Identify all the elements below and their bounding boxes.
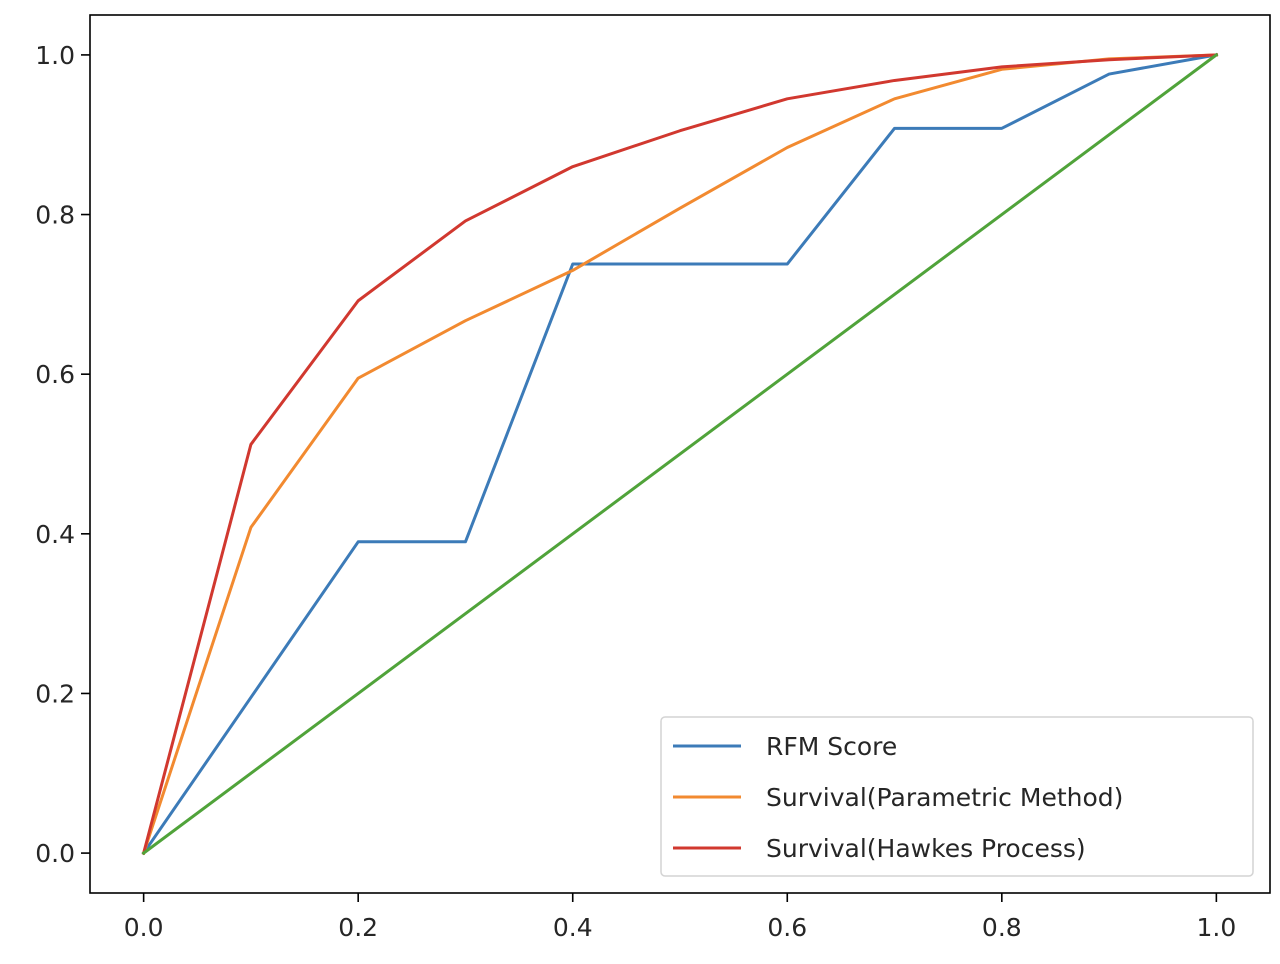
x-tick-label: 0.2 xyxy=(338,913,378,942)
x-axis: 0.0 0.2 0.4 0.6 0.8 1.0 xyxy=(124,893,1236,942)
x-tick-label: 0.4 xyxy=(553,913,593,942)
series-layer xyxy=(141,52,1219,856)
legend-label-rfm-score: RFM Score xyxy=(766,732,897,761)
y-tick-label: 0.2 xyxy=(35,679,75,708)
y-axis: 0.0 0.2 0.4 0.6 0.8 1.0 xyxy=(35,41,90,868)
series-line-survival-hawkes-process xyxy=(141,53,1218,855)
x-tick-label: 0.8 xyxy=(982,913,1022,942)
y-tick-label: 0.4 xyxy=(35,520,75,549)
y-tick-label: 1.0 xyxy=(35,41,75,70)
plot-frame xyxy=(89,14,1271,894)
y-tick-label: 0.6 xyxy=(35,360,75,389)
legend: RFM Score Survival(Parametric Method) Surv… xyxy=(660,716,1254,877)
x-tick-label: 0.0 xyxy=(124,913,164,942)
x-tick-label: 1.0 xyxy=(1196,913,1236,942)
series-line-rfm-score xyxy=(141,53,1219,856)
legend-label-survival-hawkes-process: Survival(Hawkes Process) xyxy=(766,834,1086,863)
y-tick-label: 0.0 xyxy=(35,839,75,868)
legend-label-survival-parametric-method: Survival(Parametric Method) xyxy=(766,783,1123,812)
y-tick-label: 0.8 xyxy=(35,201,75,230)
series-line-baseline xyxy=(141,52,1219,856)
legend-box xyxy=(660,716,1254,877)
x-tick-label: 0.6 xyxy=(767,913,807,942)
